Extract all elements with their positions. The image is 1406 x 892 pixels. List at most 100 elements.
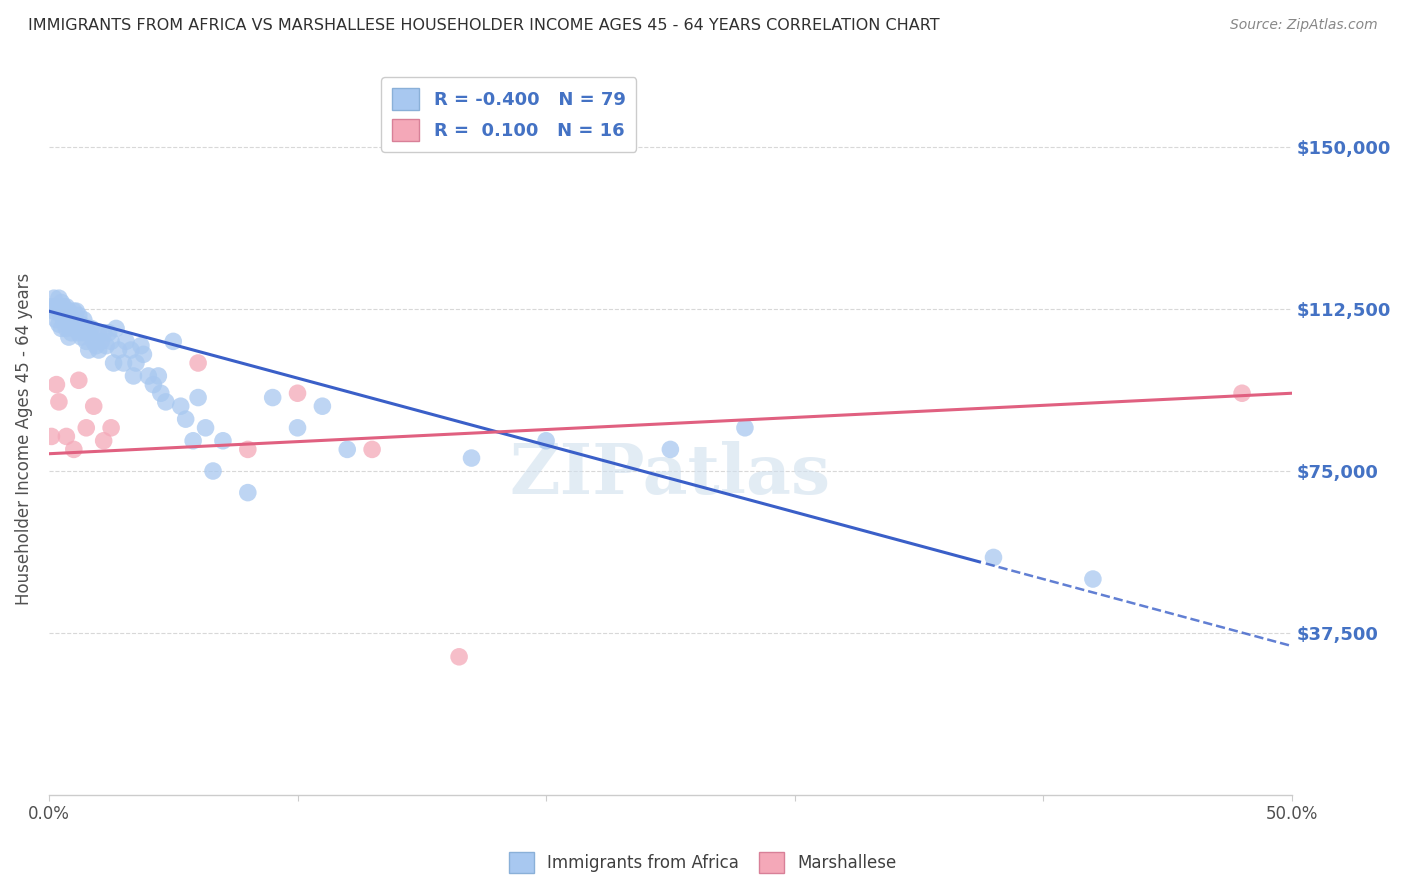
Point [73,326,96,340]
Point [75,321,97,335]
Point [162,334,184,349]
Point [94,339,117,353]
Point [60,313,83,327]
Point [48,395,70,409]
Point [149,386,172,401]
Point [75,421,97,435]
Point [236,485,259,500]
Point [58,330,80,344]
Point [65,304,87,318]
Point [659,442,682,457]
Point [83,334,105,349]
Text: Source: ZipAtlas.com: Source: ZipAtlas.com [1230,18,1378,32]
Point [87,343,110,357]
Point [73,313,96,327]
Point [983,550,1005,565]
Legend: R = -0.400   N = 79, R =  0.100   N = 16: R = -0.400 N = 79, R = 0.100 N = 16 [381,77,637,152]
Point [77,343,100,357]
Point [48,317,70,331]
Point [142,377,165,392]
Point [55,321,77,335]
Point [194,421,217,435]
Point [75,334,97,349]
Point [51,309,73,323]
Point [52,300,75,314]
Point [52,313,75,327]
Point [67,309,90,323]
Point [212,434,235,448]
Point [138,368,160,383]
Point [63,321,86,335]
Text: IMMIGRANTS FROM AFRICA VS MARSHALLESE HOUSEHOLDER INCOME AGES 45 - 64 YEARS CORR: IMMIGRANTS FROM AFRICA VS MARSHALLESE HO… [28,18,939,33]
Point [100,334,122,349]
Point [84,339,107,353]
Point [67,326,90,340]
Point [60,326,83,340]
Point [187,391,209,405]
Point [148,368,170,383]
Point [181,434,204,448]
Point [51,321,73,335]
Point [202,464,225,478]
Point [311,399,333,413]
Point [77,326,100,340]
Point [41,429,63,443]
Point [63,304,86,318]
Point [97,326,120,340]
Point [1230,386,1253,401]
Point [336,442,359,457]
Point [287,386,309,401]
Point [125,356,148,370]
Point [70,330,93,344]
Point [45,377,67,392]
Point [155,395,177,409]
Point [132,347,155,361]
Point [107,343,129,357]
Point [42,291,65,305]
Point [45,300,67,314]
Point [90,334,112,349]
Point [115,334,138,349]
Point [1081,572,1104,586]
Point [87,326,110,340]
Text: ZIPatlas: ZIPatlas [510,441,831,508]
Point [51,295,73,310]
Point [449,649,471,664]
Point [70,317,93,331]
Point [55,429,77,443]
Point [93,326,115,340]
Point [129,339,152,353]
Point [361,442,384,457]
Point [103,356,125,370]
Point [187,356,209,370]
Point [58,304,80,318]
Point [58,317,80,331]
Point [63,442,86,457]
Point [45,313,67,327]
Point [174,412,197,426]
Point [48,291,70,305]
Point [534,434,557,448]
Point [100,421,122,435]
Legend: Immigrants from Africa, Marshallese: Immigrants from Africa, Marshallese [502,846,904,880]
Point [112,356,135,370]
Y-axis label: Householder Income Ages 45 - 64 years: Householder Income Ages 45 - 64 years [15,272,32,605]
Point [83,399,105,413]
Point [42,304,65,318]
Point [48,304,70,318]
Point [734,421,756,435]
Point [460,451,482,466]
Point [287,421,309,435]
Point [170,399,193,413]
Point [120,343,142,357]
Point [65,317,87,331]
Point [55,300,77,314]
Point [67,373,90,387]
Point [55,309,77,323]
Point [93,434,115,448]
Point [105,321,128,335]
Point [122,368,145,383]
Point [236,442,259,457]
Point [80,321,103,335]
Point [262,391,284,405]
